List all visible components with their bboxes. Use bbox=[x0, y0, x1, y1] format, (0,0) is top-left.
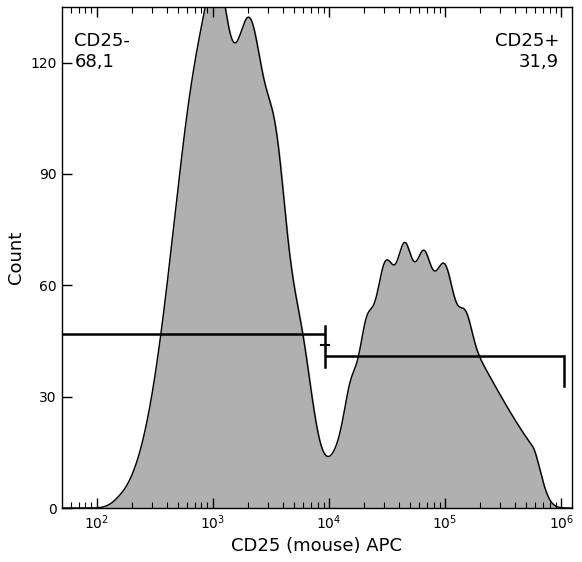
Text: CD25+
31,9: CD25+ 31,9 bbox=[495, 32, 559, 71]
X-axis label: CD25 (mouse) APC: CD25 (mouse) APC bbox=[231, 537, 402, 555]
Text: CD25-
68,1: CD25- 68,1 bbox=[74, 32, 130, 71]
Y-axis label: Count: Count bbox=[7, 231, 25, 284]
